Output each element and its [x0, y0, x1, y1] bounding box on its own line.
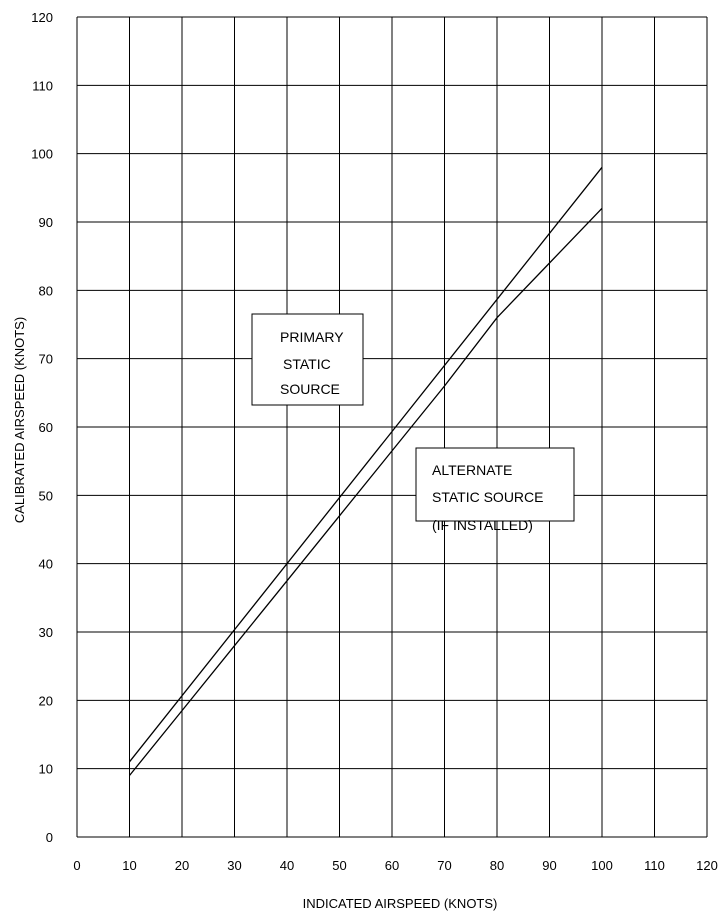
- alternate-static-source-box: [415, 447, 575, 522]
- x-tick-label: 30: [227, 858, 241, 873]
- y-tick-label: 0: [46, 830, 53, 845]
- primary-static-source-box: [251, 313, 364, 406]
- x-tick-label: 60: [385, 858, 399, 873]
- x-tick-label: 40: [280, 858, 294, 873]
- x-tick-label: 80: [490, 858, 504, 873]
- x-tick-label: 0: [73, 858, 80, 873]
- x-tick-label: 50: [332, 858, 346, 873]
- y-tick-label: 20: [39, 693, 53, 708]
- x-tick-label: 110: [644, 858, 665, 873]
- primary-static-source-label: PRIMARY STATIC SOURCE: [251, 313, 364, 406]
- primary-label-line-1: PRIMARY: [280, 329, 344, 345]
- y-tick-label: 30: [39, 625, 53, 640]
- x-tick-label: 120: [696, 858, 718, 873]
- x-axis-title: INDICATED AIRSPEED (KNOTS): [303, 896, 498, 911]
- y-tick-label: 100: [31, 147, 53, 162]
- y-tick-label: 120: [31, 10, 53, 25]
- y-tick-label: 10: [39, 762, 53, 777]
- grid: [76, 16, 708, 838]
- series-lines: [128, 166, 603, 776]
- y-axis-title: CALIBRATED AIRSPEED (KNOTS): [12, 317, 27, 523]
- y-tick-label: 80: [39, 283, 53, 298]
- x-tick-label: 20: [175, 858, 189, 873]
- y-axis-ticks: 0 10 20 30 40 50 60 70 80 90 100 110 120: [31, 10, 53, 845]
- y-tick-label: 90: [39, 215, 53, 230]
- alternate-static-source-label: ALTERNATE STATIC SOURCE (IF INSTALLED): [415, 447, 575, 533]
- alternate-static-source-line: [128, 207, 603, 776]
- alternate-label-line-2: STATIC SOURCE: [432, 489, 544, 505]
- y-tick-label: 50: [39, 488, 53, 503]
- x-tick-label: 10: [122, 858, 136, 873]
- alternate-label-line-1: ALTERNATE: [432, 462, 512, 478]
- primary-label-line-3: SOURCE: [280, 381, 340, 397]
- x-tick-label: 100: [591, 858, 613, 873]
- x-tick-label: 90: [542, 858, 556, 873]
- alternate-label-line-3: (IF INSTALLED): [432, 517, 533, 533]
- y-tick-label: 40: [39, 557, 53, 572]
- y-tick-label: 110: [32, 78, 53, 93]
- y-tick-label: 60: [39, 420, 53, 435]
- primary-static-source-line: [128, 166, 603, 763]
- y-tick-label: 70: [39, 352, 53, 367]
- x-tick-label: 70: [437, 858, 451, 873]
- x-axis-ticks: 0 10 20 30 40 50 60 70 80 90 100 110 120: [73, 858, 717, 873]
- primary-label-line-2: STATIC: [283, 356, 331, 372]
